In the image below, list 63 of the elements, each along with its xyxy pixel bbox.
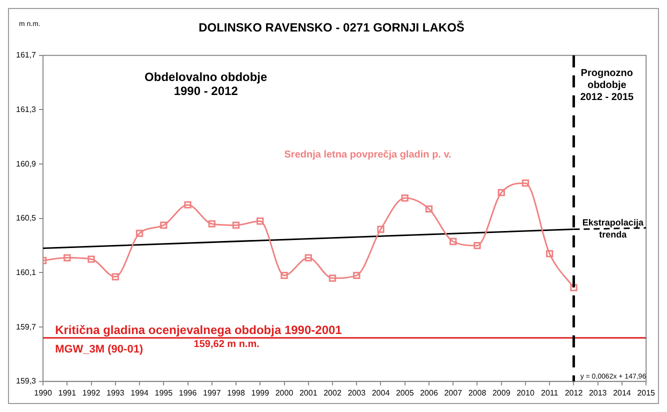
point [498, 189, 505, 196]
point [304, 254, 312, 262]
point [184, 201, 192, 208]
y-tick-label: 159,7 [16, 322, 37, 332]
y-tick-label: 161,7 [16, 50, 37, 60]
point [280, 272, 288, 280]
point [522, 180, 530, 187]
point [401, 194, 408, 202]
x-tick-label: 1992 [82, 388, 101, 398]
point [208, 220, 216, 228]
ref-line-label: Kritična gladina ocenjevalnega obdobja 1990-2001 [55, 323, 342, 338]
x-tick-label: 2007 [444, 388, 463, 398]
x-tick-label: 2005 [396, 388, 414, 398]
y-tick-label: 160,1 [16, 268, 37, 277]
x-tick-label: 2013 [588, 388, 608, 398]
x-tick-label: 1994 [130, 388, 149, 398]
annotation: Prognozno obdobje 2012 - 2015 [580, 68, 634, 104]
point [377, 226, 384, 233]
point [256, 218, 264, 225]
point [425, 205, 433, 212]
x-tick-label: 2004 [372, 388, 390, 398]
x-tick-label: 2011 [541, 388, 559, 398]
y-tick-label: 160,5 [16, 214, 37, 223]
x-tick-label: 1991 [58, 388, 77, 398]
x-tick-label: 2000 [275, 388, 294, 398]
text: Srednja letna povprečja gladin p. v. [284, 150, 452, 161]
x-tick-label: 2010 [516, 388, 535, 398]
y-tick-label: 159,3 [16, 376, 37, 386]
point [232, 222, 240, 229]
chart-title: DOLINSKO RAVENSKO - 0271 GORNJI LAKOŠ [198, 20, 464, 35]
point [353, 272, 360, 280]
annotation: Obdelovalno obdobje 1990 - 2012 [144, 70, 268, 98]
x-tick-label: 1999 [251, 388, 270, 398]
point [328, 274, 336, 282]
x-tick-label: 2001 [299, 388, 318, 398]
annotation: MGW_3M (90-01) [55, 343, 144, 356]
x-tick-label: 2009 [492, 388, 511, 398]
x-tick-label: 1997 [202, 388, 222, 398]
x-tick-label: 2003 [348, 388, 366, 398]
x-tick-label: 1990 [34, 388, 52, 398]
x-tick-label: 1996 [178, 388, 198, 398]
x-tick-label: 2002 [324, 388, 342, 398]
point [88, 256, 95, 263]
x-tick-label: 2015 [637, 388, 656, 398]
annotation: 159,62 m n.m. [194, 338, 260, 350]
point [64, 254, 71, 262]
x-tick-label: 1995 [154, 388, 174, 398]
series-label: Ekstrapolacija trenda [582, 217, 644, 240]
point [160, 222, 168, 229]
y-tick-label: 161,3 [16, 104, 37, 114]
x-tick-label: 2008 [468, 388, 487, 398]
x-tick-label: 1998 [227, 388, 246, 398]
point [474, 242, 481, 250]
point [112, 273, 119, 280]
x-tick-label: 1993 [106, 388, 125, 398]
x-tick-label: 2006 [420, 388, 438, 398]
x-tick-label: 2014 [613, 388, 632, 398]
point [136, 230, 144, 237]
point [570, 284, 578, 292]
x-tick-label: 2012 [564, 388, 584, 398]
point [450, 238, 457, 246]
point [546, 250, 554, 258]
y-tick-label: 160,9 [16, 159, 37, 168]
